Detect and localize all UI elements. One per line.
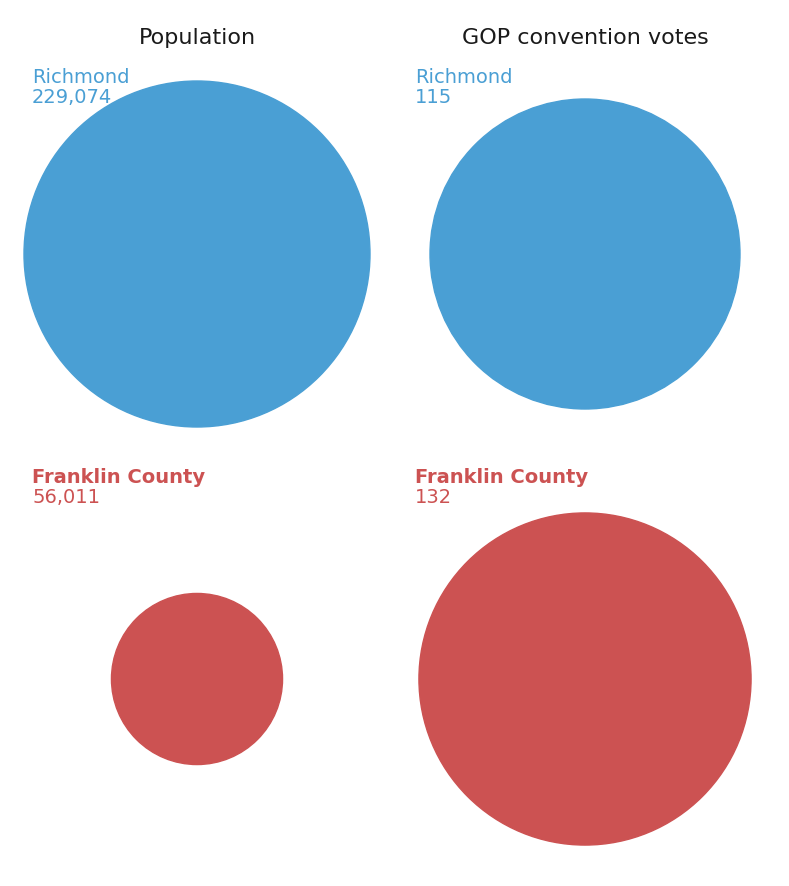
Text: GOP convention votes: GOP convention votes (462, 28, 709, 48)
Text: 56,011: 56,011 (32, 487, 100, 507)
Text: Franklin County: Franklin County (32, 468, 205, 486)
Text: Franklin County: Franklin County (415, 468, 588, 486)
Circle shape (24, 82, 370, 428)
Circle shape (430, 100, 740, 409)
Circle shape (419, 513, 751, 845)
Circle shape (111, 594, 282, 765)
Text: Population: Population (138, 28, 256, 48)
Text: 132: 132 (415, 487, 452, 507)
Text: Richmond: Richmond (415, 68, 513, 87)
Text: 115: 115 (415, 88, 452, 107)
Text: Richmond: Richmond (32, 68, 129, 87)
Text: 229,074: 229,074 (32, 88, 112, 107)
